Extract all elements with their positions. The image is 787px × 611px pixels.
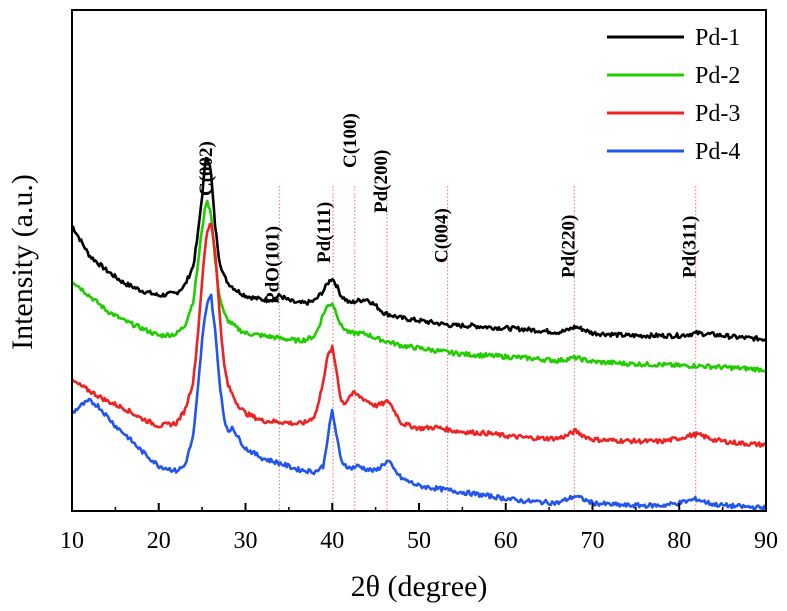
x-tick-label: 80: [667, 528, 691, 554]
legend-label: Pd-1: [695, 25, 740, 51]
peak-label: Pd(111): [314, 202, 335, 263]
x-tick-label: 10: [60, 528, 84, 554]
x-axis-title: 2θ (degree): [351, 570, 488, 603]
legend-label: Pd-3: [695, 101, 740, 127]
x-axis-ticks: 10 20 30 40 50 60 70 80 90: [60, 503, 778, 554]
legend-label: Pd-4: [695, 139, 740, 165]
peak-label: C(100): [340, 113, 361, 168]
x-tick-label: 50: [407, 528, 431, 554]
x-tick-label: 30: [234, 528, 258, 554]
x-tick-label: 90: [754, 528, 778, 554]
peak-label: Pd(311): [680, 216, 701, 278]
y-axis-title: Intensity (a.u.): [6, 174, 39, 350]
x-tick-label: 60: [494, 528, 518, 554]
series-lines: [70, 156, 767, 512]
x-tick-label: 40: [320, 528, 344, 554]
legend-label: Pd-2: [695, 63, 740, 89]
peak-label: C(002): [196, 141, 217, 196]
peak-annotations: C(002) PdO(101) Pd(111) C(100) Pd(200) C(004)…: [196, 113, 701, 304]
series-line-pd-1: [70, 156, 767, 342]
plot-frame: [71, 9, 767, 512]
x-tick-label: 20: [147, 528, 171, 554]
peak-label: PdO(101): [262, 226, 283, 304]
series-line-pd-2: [71, 199, 767, 373]
peak-label: C(004): [432, 208, 453, 263]
series-line-pd-3: [70, 222, 766, 448]
series-line-pd-4: [70, 293, 767, 512]
peak-label: Pd(200): [371, 150, 392, 213]
peak-label: Pd(220): [558, 215, 579, 278]
x-tick-label: 70: [581, 528, 605, 554]
legend: Pd-1 Pd-2 Pd-3 Pd-4: [607, 25, 740, 165]
